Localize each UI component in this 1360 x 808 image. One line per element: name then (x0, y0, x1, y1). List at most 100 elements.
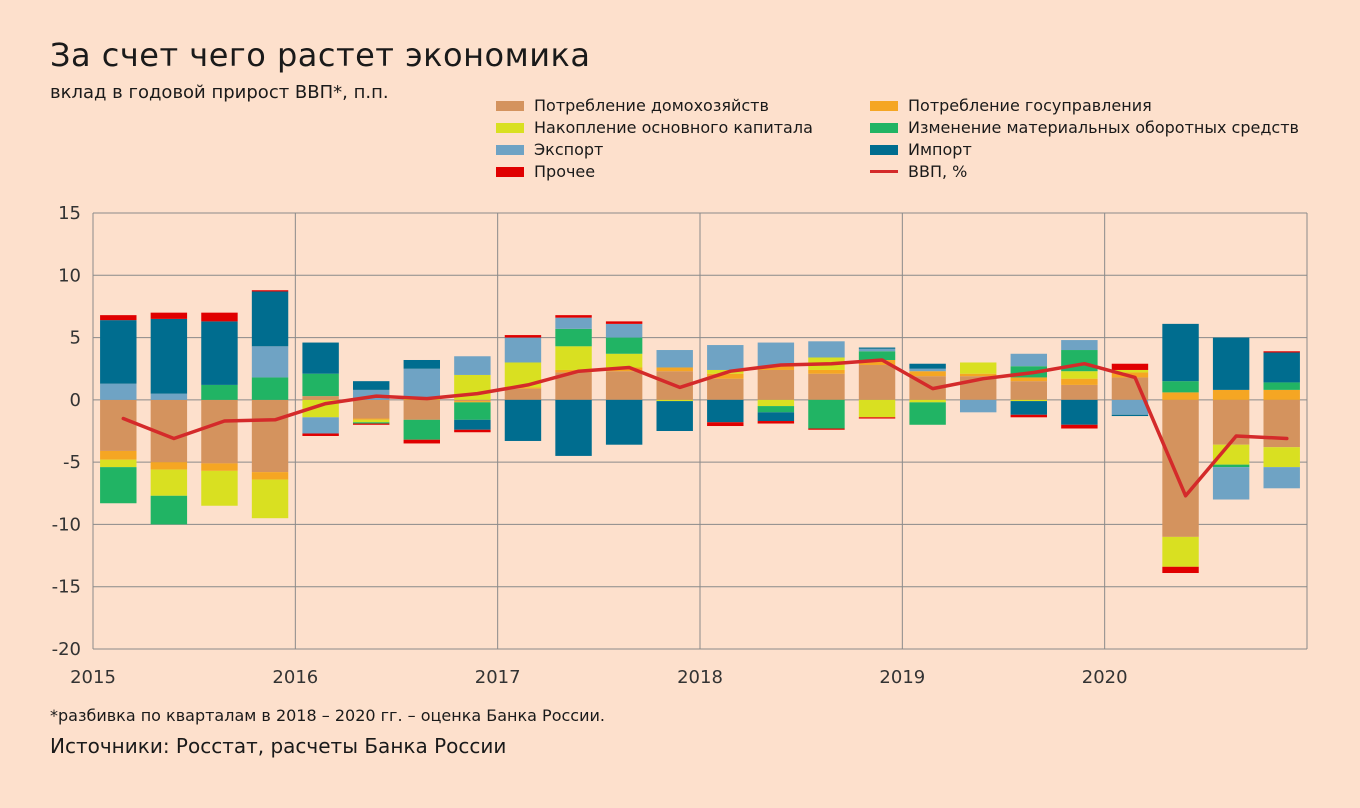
bar-household (100, 399, 137, 451)
legend-item-import: Импорт (870, 140, 972, 159)
bar-other (1061, 424, 1098, 429)
bar-household (1162, 399, 1199, 537)
bar-export (808, 341, 845, 358)
bar-other (454, 429, 491, 433)
bar-government (808, 369, 845, 374)
bar-other (504, 335, 542, 338)
bar-fixed_capital (1162, 536, 1199, 567)
bar-inventories (605, 337, 643, 354)
legend-swatch-household (496, 100, 524, 111)
legend-swatch-other (496, 166, 524, 177)
bar-fixed_capital (1263, 447, 1300, 468)
bar-government (352, 418, 390, 420)
bar-inventories (100, 467, 137, 504)
bar-household (201, 399, 238, 464)
bar-household (302, 396, 339, 400)
bar-import (1162, 323, 1199, 382)
bar-import (201, 321, 238, 385)
bar-government (1263, 389, 1300, 400)
legend-item-government: Потребление госуправления (870, 96, 1152, 115)
bar-government (707, 373, 744, 379)
x-tick-label: 2020 (1082, 667, 1128, 688)
bar-import (1061, 399, 1098, 425)
bar-other (251, 290, 289, 292)
bar-government (959, 373, 997, 377)
bar-household (352, 399, 390, 419)
bar-export (605, 323, 643, 338)
bar-government (1162, 392, 1199, 400)
bar-household (504, 388, 542, 400)
bar-other (1263, 351, 1300, 353)
bar-export (707, 345, 744, 370)
x-tick-label: 2016 (272, 667, 318, 688)
bar-export (403, 368, 441, 398)
bar-export (352, 389, 390, 400)
bar-import (352, 381, 390, 390)
bar-fixed_capital (1061, 371, 1098, 379)
bar-fixed_capital (352, 419, 390, 423)
legend-swatch-export (496, 144, 524, 155)
bar-import (605, 399, 643, 445)
bar-other (808, 428, 845, 430)
bar-import (504, 399, 542, 441)
legend-label: Изменение материальных оборотных средств (908, 118, 1299, 137)
bar-import (858, 347, 896, 349)
bar-household (1061, 384, 1098, 400)
bar-import (757, 412, 795, 422)
bar-government (757, 366, 795, 370)
bar-inventories (251, 377, 289, 400)
legend-swatch-gdp (870, 170, 898, 173)
bar-government (656, 367, 693, 372)
legend-item-fixed_capital: Накопление основного капитала (496, 118, 813, 137)
legend-item-other: Прочее (496, 162, 595, 181)
bar-import (1263, 352, 1300, 383)
y-tick-label: -20 (52, 639, 81, 660)
bar-export (504, 337, 542, 363)
chart-title: За счет чего растет экономика (50, 36, 591, 74)
bar-inventories (403, 419, 441, 440)
bar-export (251, 346, 289, 378)
bar-export (757, 342, 795, 367)
y-tick-label: -10 (52, 514, 81, 535)
bar-household (858, 364, 896, 400)
y-tick-label: -15 (52, 577, 81, 598)
bar-import (302, 342, 339, 374)
bar-export (909, 368, 946, 372)
bar-household (1010, 381, 1048, 400)
bar-import (150, 318, 188, 394)
legend-label: Импорт (908, 140, 972, 159)
bar-other (1111, 363, 1149, 370)
bar-household (757, 369, 795, 400)
bar-inventories (352, 422, 390, 424)
bar-household (1263, 399, 1300, 448)
bar-fixed_capital (100, 459, 137, 468)
bar-inventories (150, 495, 188, 525)
bar-import (555, 399, 592, 456)
x-tick-label: 2019 (879, 667, 925, 688)
bar-export (150, 393, 188, 400)
bar-other (352, 423, 390, 425)
bar-other (1162, 566, 1199, 574)
bar-fixed_capital (656, 399, 693, 402)
bar-other (1010, 414, 1048, 418)
legend-label: Накопление основного капитала (534, 118, 813, 137)
bar-fixed_capital (150, 469, 188, 496)
bar-fixed_capital (959, 362, 997, 374)
bar-government (100, 450, 137, 460)
bar-export (100, 383, 137, 400)
gdp-line (121, 358, 1289, 498)
bar-household (605, 371, 643, 400)
bar-household (251, 399, 289, 473)
bar-fixed_capital (1010, 399, 1048, 402)
bar-inventories (302, 373, 339, 397)
bar-fixed_capital (555, 346, 592, 370)
bar-government (504, 387, 542, 389)
bar-import (656, 401, 693, 431)
bar-other (150, 312, 188, 319)
bar-inventories (201, 384, 238, 400)
bar-inventories (1162, 381, 1199, 393)
y-tick-label: 0 (70, 390, 81, 411)
bar-other (707, 422, 744, 427)
bar-government (201, 463, 238, 471)
bar-other (858, 417, 896, 419)
